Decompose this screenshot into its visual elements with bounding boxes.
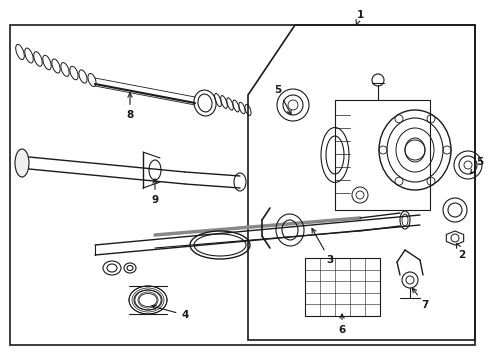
Text: 7: 7 bbox=[413, 288, 429, 310]
Text: 8: 8 bbox=[126, 93, 134, 120]
Text: 5: 5 bbox=[274, 85, 291, 114]
Text: 6: 6 bbox=[339, 314, 345, 335]
Ellipse shape bbox=[15, 149, 29, 177]
Text: 2: 2 bbox=[457, 244, 465, 260]
Bar bbox=[335, 100, 430, 210]
Bar bbox=[305, 258, 380, 316]
Text: 9: 9 bbox=[151, 179, 159, 205]
Text: 4: 4 bbox=[152, 305, 189, 320]
Text: 5: 5 bbox=[470, 157, 484, 174]
Bar bbox=[10, 25, 475, 345]
Text: 3: 3 bbox=[312, 229, 334, 265]
Text: 1: 1 bbox=[356, 10, 364, 25]
